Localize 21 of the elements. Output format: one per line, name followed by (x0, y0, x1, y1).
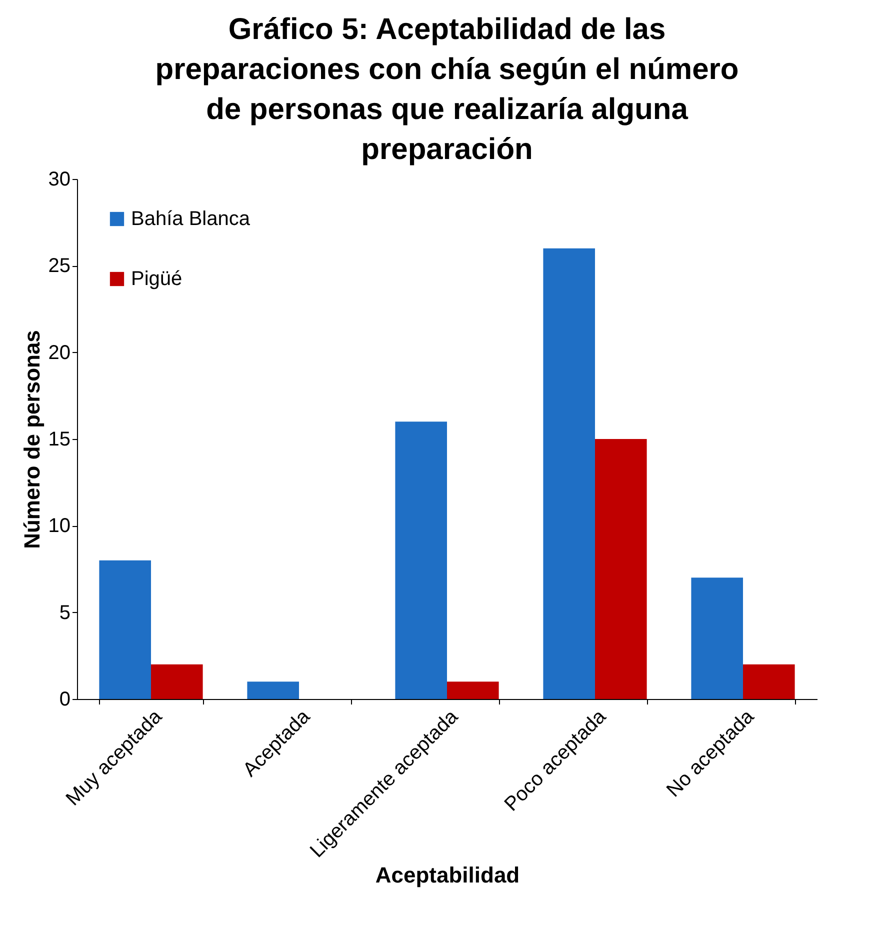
bar (543, 248, 595, 699)
bar (395, 422, 447, 699)
y-tick-label: 5 (59, 602, 70, 624)
bar (595, 439, 647, 699)
x-axis-title: Aceptabilidad (375, 862, 520, 888)
y-tick-label: 30 (48, 168, 70, 190)
bar (151, 664, 203, 699)
chart-title: Gráfico 5: Aceptabilidad de las preparaciones con chía según el número de personas que realizaría alguna preparación (155, 13, 739, 166)
bar (743, 664, 795, 699)
y-tick-label: 10 (48, 515, 70, 538)
y-tick-label: 15 (48, 428, 70, 450)
y-tick-label: 20 (48, 342, 70, 364)
bar (99, 560, 151, 699)
legend-label: Pigüé (131, 268, 182, 290)
y-tick-label: 25 (48, 255, 70, 278)
bar (447, 682, 499, 699)
y-tick-label: 0 (59, 688, 70, 710)
bar (247, 682, 299, 699)
bar (691, 578, 743, 699)
legend-label: Bahía Blanca (131, 208, 251, 230)
y-axis-title: Número de personas (19, 330, 44, 549)
